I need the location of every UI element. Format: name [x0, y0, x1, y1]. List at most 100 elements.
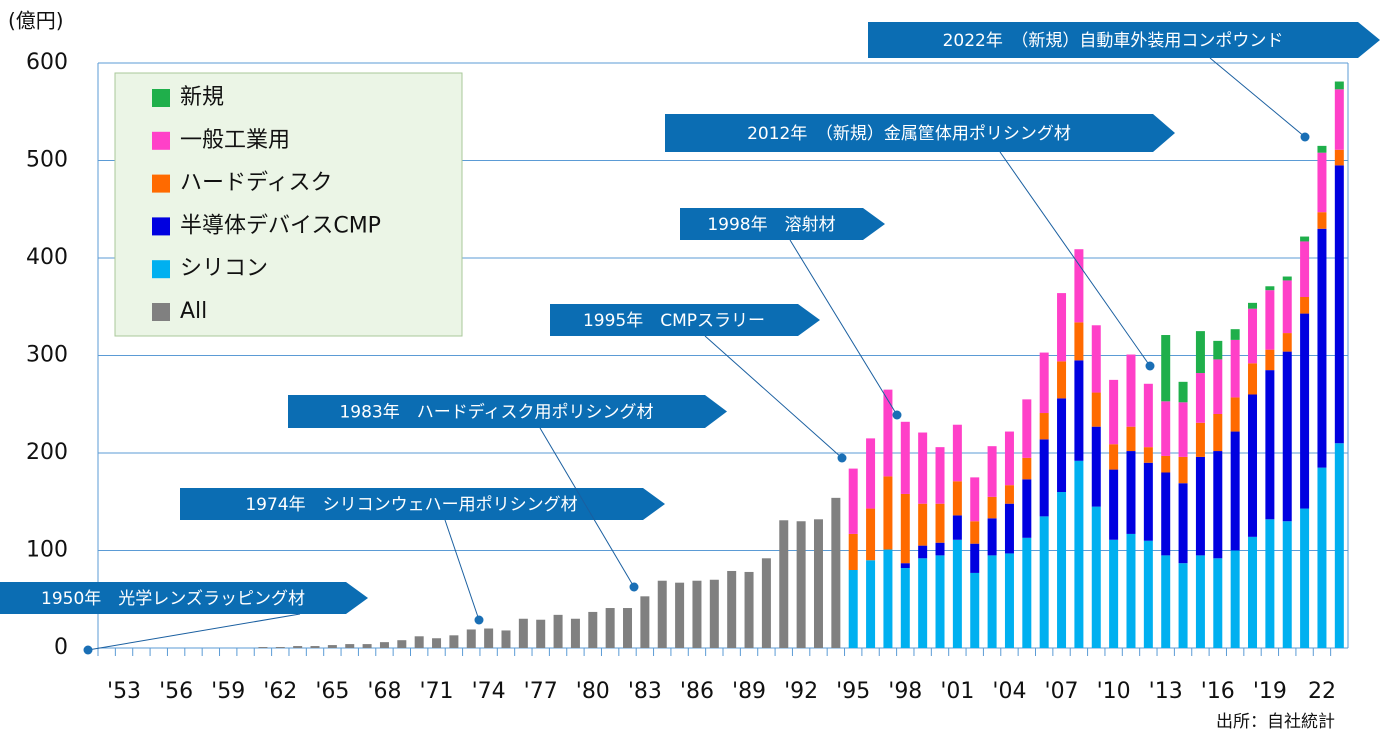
bar-segment — [1230, 397, 1240, 432]
bar-segment — [501, 630, 511, 648]
legend-swatch — [152, 217, 170, 236]
bar-segment — [362, 644, 372, 648]
bar-segment — [935, 447, 945, 504]
bar-segment — [553, 614, 563, 648]
legend-box — [114, 72, 463, 337]
bar-segment — [883, 389, 893, 477]
leader-line — [444, 519, 480, 621]
bar-segment — [1317, 467, 1327, 648]
bar-segment — [1282, 351, 1292, 522]
bar-segment — [1074, 322, 1084, 361]
bar-segment — [1178, 483, 1188, 564]
bar-segment — [952, 424, 962, 482]
bar-segment — [1195, 422, 1205, 457]
bar-segment — [1057, 361, 1067, 399]
bar-segment — [970, 543, 980, 573]
bar-segment — [1334, 81, 1344, 90]
x-tick-label: '19 — [1253, 679, 1287, 704]
source-note: 出所：自社統計 — [1216, 712, 1335, 732]
y-tick-label: 500 — [26, 148, 68, 173]
bar-segment — [588, 611, 598, 648]
bar-segment — [1074, 360, 1084, 461]
bar-segment — [1004, 503, 1014, 554]
bar-segment — [1039, 516, 1049, 648]
bar-segment — [1161, 555, 1171, 648]
bar-segment — [935, 555, 945, 648]
y-tick-label: 400 — [26, 245, 68, 270]
leader-line — [789, 239, 898, 416]
legend-swatch — [152, 174, 170, 193]
bar-segment — [345, 644, 355, 648]
bar-segment — [1265, 349, 1275, 371]
bar-segment — [1126, 426, 1136, 452]
bar-segment — [657, 580, 667, 648]
bar-segment — [623, 608, 633, 648]
legend-label: 半導体デバイスCMP — [180, 213, 381, 238]
bar-segment — [1057, 492, 1067, 648]
callout-text: 1983年 ハードディスク用ポリシング材 — [339, 402, 653, 423]
bar-segment — [1004, 485, 1014, 504]
y-tick-label: 300 — [26, 343, 68, 368]
callout-box — [0, 582, 368, 614]
y-tick-label: 0 — [54, 635, 68, 660]
bar-segment — [1143, 447, 1153, 463]
bar-segment — [900, 563, 910, 569]
leader-dot — [892, 410, 902, 420]
x-tick-label: '74 — [472, 679, 506, 704]
bar-segment — [1022, 479, 1032, 538]
bar-segment — [900, 568, 910, 648]
bar-segment — [1334, 165, 1344, 444]
bar-segment — [1039, 439, 1049, 517]
bar-segment — [1143, 540, 1153, 648]
x-tick-label: 22 — [1308, 679, 1336, 704]
bar-segment — [848, 468, 858, 534]
bar-segment — [1213, 451, 1223, 559]
bar-segment — [1143, 383, 1153, 448]
bar-segment — [1213, 359, 1223, 414]
callout-text: 1995年 CMPスラリー — [583, 311, 765, 331]
bar-segment — [1022, 537, 1032, 648]
x-tick-label: '68 — [367, 679, 401, 704]
bar-segment — [275, 647, 285, 648]
x-tick-label: '95 — [836, 679, 870, 704]
bar-segment — [1282, 333, 1292, 352]
bar-segment — [1178, 381, 1188, 403]
callout-text: 2012年 （新規）金属筐体用ポリシング材 — [747, 124, 1071, 144]
bar-segment — [293, 646, 303, 648]
bar-segment — [640, 596, 650, 648]
bar-segment — [727, 570, 737, 648]
bar-segment — [848, 533, 858, 570]
bar-segment — [970, 572, 980, 648]
bar-segment — [1265, 286, 1275, 291]
bar-segment — [883, 549, 893, 648]
y-axis-label: (億円) — [8, 9, 64, 33]
callout-text: 1974年 シリコンウェハー用ポリシング材 — [245, 495, 577, 515]
bar-segment — [1195, 331, 1205, 374]
bar-segment — [1248, 536, 1258, 648]
callout-text: 1950年 光学レンズラッピング材 — [41, 589, 305, 609]
x-tick-label: '04 — [992, 679, 1026, 704]
callout-box — [665, 114, 1175, 152]
bar-segment — [1126, 533, 1136, 648]
x-tick-label: '71 — [420, 679, 454, 704]
x-tick-label: '01 — [940, 679, 974, 704]
bar-segment — [432, 638, 442, 648]
bar-segment — [970, 521, 980, 544]
bar-segment — [1161, 401, 1171, 456]
bar-segment — [900, 493, 910, 564]
bar-segment — [1248, 302, 1258, 309]
legend-swatch — [152, 131, 170, 150]
bar-segment — [1195, 456, 1205, 556]
leader-line — [999, 151, 1151, 367]
bar-segment — [1161, 335, 1171, 402]
bar-segment — [1004, 553, 1014, 648]
x-tick-label: '62 — [263, 679, 297, 704]
callout-box — [868, 22, 1380, 58]
bar-segment — [379, 642, 389, 648]
bar-segment — [692, 580, 702, 648]
bar-segment — [1004, 431, 1014, 486]
bar-segment — [1317, 228, 1327, 468]
legend-label: ハードディスク — [180, 171, 332, 196]
bar-segment — [1143, 462, 1153, 541]
